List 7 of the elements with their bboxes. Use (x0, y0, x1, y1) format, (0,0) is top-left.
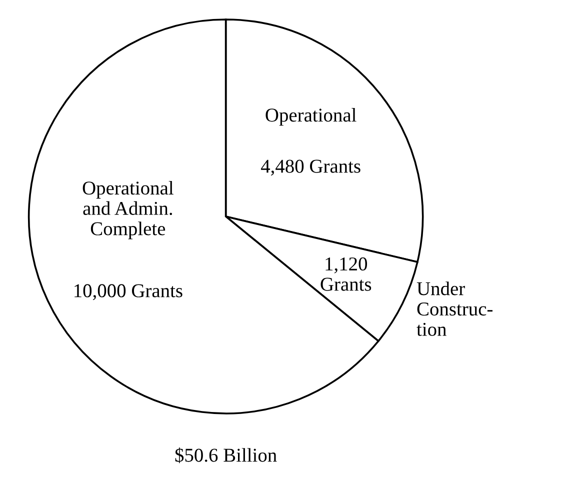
data-label: 1,120 Grants (320, 257, 372, 291)
slice-label: Operational (266, 108, 356, 126)
data-label: 10,000 Grants (74, 284, 182, 300)
data-label: 4,480 Grants (260, 160, 360, 176)
text: $50.6 Billion (175, 448, 277, 464)
slice-label: Under Construc- tion (416, 282, 492, 336)
slice-label: Operational and Admin. Complete (82, 180, 174, 240)
